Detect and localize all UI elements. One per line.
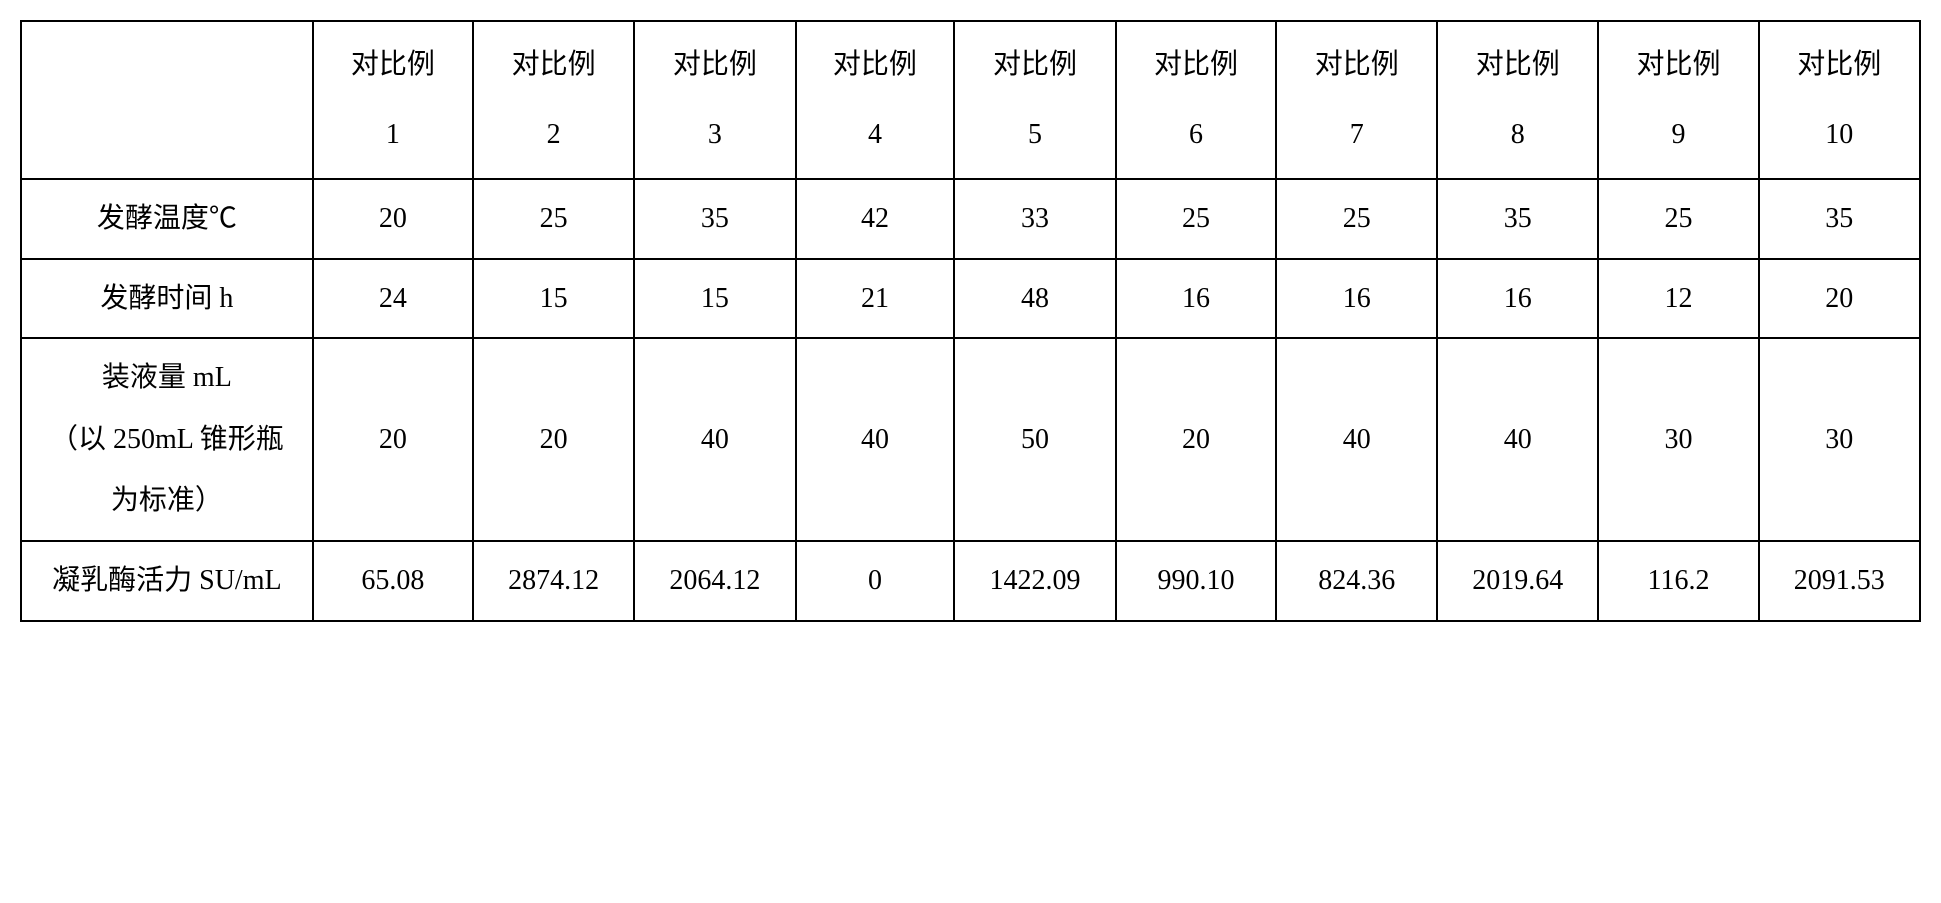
table-cell: 20	[313, 338, 473, 541]
header-prefix: 对比例	[1121, 30, 1272, 100]
column-header: 对比例 9	[1598, 21, 1758, 179]
table-cell: 24	[313, 259, 473, 339]
header-number: 6	[1121, 100, 1272, 170]
table-cell: 16	[1116, 259, 1277, 339]
table-cell: 25	[1116, 179, 1277, 259]
row-label-line: 装液量 mL	[32, 347, 302, 409]
table-cell: 116.2	[1598, 541, 1758, 621]
table-cell: 40	[1437, 338, 1598, 541]
column-header: 对比例 4	[796, 21, 955, 179]
row-label-line: 为标准）	[32, 470, 302, 532]
table-cell: 2091.53	[1759, 541, 1920, 621]
table-row: 装液量 mL （以 250mL 锥形瓶 为标准） 20 20 40 40 50 …	[21, 338, 1920, 541]
header-number: 2	[478, 100, 629, 170]
column-header: 对比例 2	[473, 21, 634, 179]
table-cell: 33	[954, 179, 1115, 259]
table-cell: 2064.12	[634, 541, 795, 621]
header-number: 9	[1603, 100, 1753, 170]
table-cell: 12	[1598, 259, 1758, 339]
table-cell: 15	[634, 259, 795, 339]
column-header: 对比例 5	[954, 21, 1115, 179]
header-prefix: 对比例	[1764, 30, 1915, 100]
table-cell: 40	[634, 338, 795, 541]
table-cell: 65.08	[313, 541, 473, 621]
table-cell: 20	[313, 179, 473, 259]
header-prefix: 对比例	[801, 30, 950, 100]
header-prefix: 对比例	[1603, 30, 1753, 100]
table-row: 凝乳酶活力 SU/mL 65.08 2874.12 2064.12 0 1422…	[21, 541, 1920, 621]
table-row: 发酵温度℃ 20 25 35 42 33 25 25 35 25 35	[21, 179, 1920, 259]
table-cell: 16	[1437, 259, 1598, 339]
table-cell: 25	[473, 179, 634, 259]
header-prefix: 对比例	[1442, 30, 1593, 100]
column-header: 对比例 7	[1276, 21, 1437, 179]
header-prefix: 对比例	[478, 30, 629, 100]
table-cell: 35	[634, 179, 795, 259]
table-cell: 40	[1276, 338, 1437, 541]
column-header: 对比例 6	[1116, 21, 1277, 179]
table-cell: 35	[1437, 179, 1598, 259]
table-cell: 21	[796, 259, 955, 339]
table-cell: 2874.12	[473, 541, 634, 621]
header-number: 4	[801, 100, 950, 170]
table-row: 发酵时间 h 24 15 15 21 48 16 16 16 12 20	[21, 259, 1920, 339]
column-header: 对比例 8	[1437, 21, 1598, 179]
comparison-table: 对比例 1 对比例 2 对比例 3 对比例 4 对比例 5 对比例 6	[20, 20, 1921, 622]
table-cell: 16	[1276, 259, 1437, 339]
table-cell: 42	[796, 179, 955, 259]
row-label-multiline: 装液量 mL （以 250mL 锥形瓶 为标准）	[21, 338, 313, 541]
table-header-row: 对比例 1 对比例 2 对比例 3 对比例 4 对比例 5 对比例 6	[21, 21, 1920, 179]
table-cell: 25	[1598, 179, 1758, 259]
table-cell: 48	[954, 259, 1115, 339]
header-number: 8	[1442, 100, 1593, 170]
table-cell: 30	[1759, 338, 1920, 541]
table-cell: 50	[954, 338, 1115, 541]
row-label: 发酵时间 h	[21, 259, 313, 339]
row-label-line: （以 250mL 锥形瓶	[32, 409, 302, 471]
row-label: 发酵温度℃	[21, 179, 313, 259]
header-number: 10	[1764, 100, 1915, 170]
table-cell: 824.36	[1276, 541, 1437, 621]
column-header: 对比例 1	[313, 21, 473, 179]
header-prefix: 对比例	[639, 30, 790, 100]
row-label: 凝乳酶活力 SU/mL	[21, 541, 313, 621]
table-cell: 990.10	[1116, 541, 1277, 621]
column-header: 对比例 10	[1759, 21, 1920, 179]
column-header: 对比例 3	[634, 21, 795, 179]
header-number: 7	[1281, 100, 1432, 170]
header-empty-cell	[21, 21, 313, 179]
table-cell: 20	[1116, 338, 1277, 541]
header-number: 3	[639, 100, 790, 170]
header-prefix: 对比例	[1281, 30, 1432, 100]
header-number: 1	[318, 100, 468, 170]
table-cell: 25	[1276, 179, 1437, 259]
table-cell: 35	[1759, 179, 1920, 259]
table-cell: 0	[796, 541, 955, 621]
header-prefix: 对比例	[959, 30, 1110, 100]
table-cell: 15	[473, 259, 634, 339]
table-cell: 1422.09	[954, 541, 1115, 621]
header-prefix: 对比例	[318, 30, 468, 100]
header-number: 5	[959, 100, 1110, 170]
table-cell: 30	[1598, 338, 1758, 541]
table-cell: 40	[796, 338, 955, 541]
table-cell: 20	[473, 338, 634, 541]
table-cell: 20	[1759, 259, 1920, 339]
table-cell: 2019.64	[1437, 541, 1598, 621]
